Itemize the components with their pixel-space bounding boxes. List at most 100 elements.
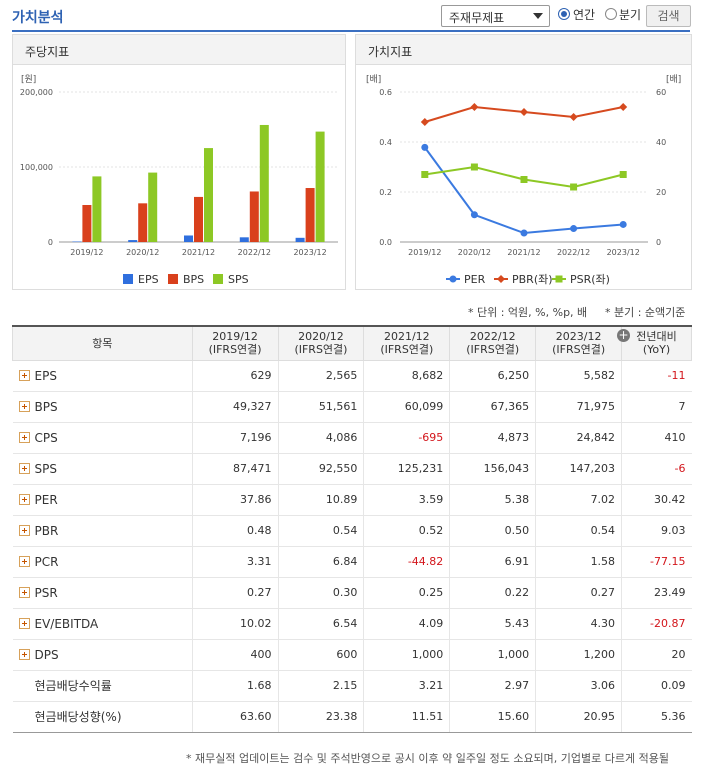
yoy-cell: 410 xyxy=(621,422,692,454)
point-pbr xyxy=(420,118,429,126)
row-label-cell: 현금배당수익률 xyxy=(12,670,193,702)
yoy-cell: 23.49 xyxy=(621,577,692,609)
table-row: 현금배당성향(%) 63.60 23.38 11.51 15.60 20.95 5.36 xyxy=(12,701,692,733)
row-label-cell[interactable]: PCR xyxy=(12,546,193,578)
table-cell: 6,250 xyxy=(449,360,536,392)
table-cell: 0.54 xyxy=(535,515,622,547)
table-cell: 6.54 xyxy=(277,608,364,640)
bar-bps xyxy=(249,191,259,242)
row-label-cell[interactable]: PBR xyxy=(12,515,193,547)
expand-plus-icon[interactable] xyxy=(18,617,30,629)
table-cell: 24,842 xyxy=(535,422,622,454)
point-per xyxy=(421,143,429,151)
expand-plus-icon[interactable] xyxy=(18,648,30,660)
row-label-cell[interactable]: EV/EBITDA xyxy=(12,608,193,640)
table-cell: 4,873 xyxy=(449,422,536,454)
row-label-cell[interactable]: BPS xyxy=(12,391,193,423)
radio-annual[interactable] xyxy=(558,8,570,20)
item-header: 항목 xyxy=(12,325,193,361)
bar-sps xyxy=(259,124,269,242)
row-label-cell[interactable]: PSR xyxy=(12,577,193,609)
row-label: EV/EBITDA xyxy=(34,616,99,631)
bar-eps xyxy=(239,237,249,242)
expand-plus-icon[interactable] xyxy=(18,369,30,381)
row-label-cell[interactable]: PER xyxy=(12,484,193,516)
table-cell: 4,086 xyxy=(277,422,364,454)
bar-eps xyxy=(72,241,82,243)
chevron-down-icon xyxy=(533,13,543,19)
expand-plus-icon[interactable] xyxy=(18,431,30,443)
table-cell: 49,327 xyxy=(191,391,279,423)
row-label-cell[interactable]: SPS xyxy=(12,453,193,485)
table-row: EV/EBITDA 10.02 6.54 4.09 5.43 4.30 -20.87 xyxy=(12,608,692,640)
top-bar: 가치분석 주재무제표 연간 분기 검색 xyxy=(0,0,701,34)
table-cell: 600 xyxy=(277,639,364,671)
x-tick-label: 2022/12 xyxy=(238,248,271,257)
row-label: 현금배당성향(%) xyxy=(34,710,122,724)
right-tick-label: 20 xyxy=(656,188,666,197)
expand-plus-icon[interactable] xyxy=(18,400,30,412)
row-label: PSR xyxy=(34,585,58,600)
yoy-cell: 5.36 xyxy=(621,701,692,733)
row-label: PER xyxy=(34,492,58,507)
table-cell: 0.54 xyxy=(277,515,364,547)
table-cell: 5.38 xyxy=(449,484,536,516)
legend-swatch-bps xyxy=(168,274,178,284)
left-tick-label: 0.2 xyxy=(379,188,392,197)
yoy-header: 전년대비 (YoY) xyxy=(621,325,692,361)
bar-sps xyxy=(315,131,325,242)
table-cell: 156,043 xyxy=(449,453,536,485)
radio-quarter-label[interactable]: 분기 xyxy=(619,8,642,22)
legend-label-1: PBR(좌) xyxy=(512,273,553,286)
table-cell: 10.89 xyxy=(277,484,364,516)
add-column-icon[interactable]: + xyxy=(617,328,631,342)
legend-swatch-sps xyxy=(213,274,223,284)
table-cell: 0.48 xyxy=(191,515,279,547)
expand-plus-icon[interactable] xyxy=(18,493,30,505)
statement-type-select[interactable]: 주재무제표 xyxy=(441,5,550,27)
footnote: * 재무실적 업데이트는 검수 및 주석반영으로 공시 이후 약 일주일 정도 … xyxy=(186,752,669,765)
yoy-cell: -77.15 xyxy=(621,546,692,578)
right-axis-unit: [배] xyxy=(666,74,681,85)
left-tick-label: 0.6 xyxy=(379,88,392,97)
table-cell: 1,200 xyxy=(535,639,622,671)
row-label-cell[interactable]: EPS xyxy=(12,360,193,392)
yoy-cell: 30.42 xyxy=(621,484,692,516)
table-cell: 6.84 xyxy=(277,546,364,578)
table-cell: 23.38 xyxy=(277,701,364,733)
table-row: BPS 49,327 51,561 60,099 67,365 71,975 7 xyxy=(12,391,692,423)
page-title: 가치분석 xyxy=(12,10,64,26)
expand-plus-icon[interactable] xyxy=(18,586,30,598)
radio-quarter[interactable] xyxy=(605,8,617,20)
legend-marker-psr xyxy=(555,275,563,283)
table-cell: 51,561 xyxy=(277,391,364,423)
point-psr xyxy=(520,176,528,183)
table-cell: 8,682 xyxy=(363,360,450,392)
table-cell: 3.31 xyxy=(191,546,279,578)
title-divider xyxy=(12,30,690,32)
left-tick-label: 0.0 xyxy=(379,238,392,247)
point-per xyxy=(619,220,627,228)
legend-label-0: PER xyxy=(464,273,486,286)
table-cell: 87,471 xyxy=(191,453,279,485)
right-tick-label: 40 xyxy=(656,138,666,147)
expand-plus-icon[interactable] xyxy=(18,555,30,567)
row-label-cell[interactable]: DPS xyxy=(12,639,193,671)
table-cell: 4.30 xyxy=(535,608,622,640)
table-row: SPS 87,471 92,550 125,231 156,043 147,203 -6 xyxy=(12,453,692,485)
bar-bps xyxy=(305,188,315,242)
table-cell: 7.02 xyxy=(535,484,622,516)
expand-plus-icon[interactable] xyxy=(18,524,30,536)
table-cell: 15.60 xyxy=(449,701,536,733)
table-cell: 125,231 xyxy=(363,453,450,485)
search-button[interactable]: 검색 xyxy=(646,5,691,27)
row-label: CPS xyxy=(34,430,58,445)
row-label-cell[interactable]: CPS xyxy=(12,422,193,454)
row-label: 현금배당수익률 xyxy=(34,679,112,693)
radio-annual-label[interactable]: 연간 xyxy=(573,8,596,22)
yoy-cell: 20 xyxy=(621,639,692,671)
table-cell: 7,196 xyxy=(191,422,279,454)
expand-plus-icon[interactable] xyxy=(18,462,30,474)
per-share-panel-title: 주당지표 xyxy=(13,35,345,65)
table-cell: 1.68 xyxy=(191,670,279,702)
